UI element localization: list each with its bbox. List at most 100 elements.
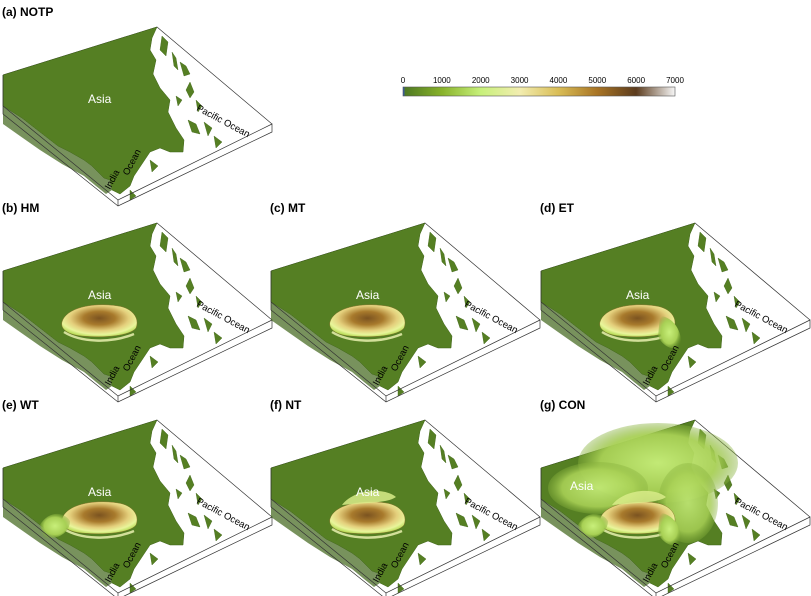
island bbox=[725, 315, 739, 331]
island bbox=[195, 99, 203, 113]
box-front-edge bbox=[270, 468, 541, 596]
island bbox=[471, 317, 481, 333]
island bbox=[213, 331, 223, 345]
island bbox=[175, 291, 183, 303]
island bbox=[397, 582, 405, 594]
map-box-front bbox=[540, 468, 811, 596]
island bbox=[447, 257, 459, 273]
box-front-edge bbox=[2, 468, 273, 596]
map-box-front bbox=[2, 271, 273, 403]
island bbox=[185, 81, 195, 99]
island bbox=[159, 428, 169, 450]
island bbox=[481, 331, 491, 345]
island bbox=[447, 454, 459, 470]
island bbox=[723, 277, 733, 295]
island bbox=[741, 514, 751, 530]
island bbox=[471, 514, 481, 530]
island bbox=[417, 355, 427, 369]
panel-title: (f) NT bbox=[270, 398, 302, 412]
map-box-front bbox=[2, 75, 273, 207]
island bbox=[187, 512, 201, 528]
map-box-front bbox=[540, 271, 811, 403]
plateau-north-extension bbox=[612, 490, 666, 505]
island bbox=[717, 257, 729, 273]
island bbox=[213, 135, 223, 149]
colorbar: 0 1000 2000 3000 4000 5000 6000 7000 bbox=[401, 76, 685, 97]
island bbox=[751, 331, 761, 345]
island bbox=[129, 385, 137, 397]
island bbox=[687, 552, 697, 566]
panel-title: (d) ET bbox=[540, 201, 575, 215]
island bbox=[439, 444, 447, 464]
plateau-slope bbox=[331, 330, 403, 342]
box-front-edge bbox=[540, 271, 811, 403]
island bbox=[185, 474, 195, 492]
colorbar-tick-label: 1000 bbox=[433, 76, 451, 85]
island bbox=[179, 257, 191, 273]
plateau-north-extension bbox=[342, 490, 396, 505]
label-pacific-ocean: Pacific Ocean bbox=[733, 299, 790, 336]
island bbox=[171, 51, 179, 71]
island bbox=[733, 492, 741, 506]
colorbar-tick-label: 7000 bbox=[666, 76, 684, 85]
tibetan-plateau bbox=[61, 501, 138, 534]
tibetan-plateau bbox=[329, 304, 406, 337]
island bbox=[697, 231, 707, 253]
island bbox=[149, 355, 159, 369]
island bbox=[453, 474, 463, 492]
colorbar-tick-label: 5000 bbox=[588, 76, 606, 85]
island bbox=[443, 291, 451, 303]
island bbox=[463, 295, 471, 309]
label-asia: Asia bbox=[570, 479, 594, 493]
island bbox=[463, 492, 471, 506]
island bbox=[149, 552, 159, 566]
plateau-west-extension bbox=[40, 513, 70, 539]
island bbox=[203, 514, 213, 530]
label-pacific-ocean: Pacific Ocean bbox=[195, 299, 252, 336]
island bbox=[187, 119, 201, 135]
island bbox=[175, 95, 183, 107]
island bbox=[455, 512, 469, 528]
island bbox=[733, 295, 741, 309]
island bbox=[751, 528, 761, 542]
panel-title: (b) HM bbox=[2, 201, 39, 215]
box-front-edge bbox=[2, 75, 273, 207]
island bbox=[129, 582, 137, 594]
label-asia: Asia bbox=[88, 288, 112, 302]
island bbox=[195, 295, 203, 309]
colorbar-ticks: 0 1000 2000 3000 4000 5000 6000 7000 bbox=[401, 76, 685, 85]
plateau-slope bbox=[63, 527, 135, 539]
island bbox=[195, 492, 203, 506]
island bbox=[741, 317, 751, 333]
panel-title: (c) MT bbox=[270, 201, 306, 215]
plateau-slope bbox=[63, 330, 135, 342]
colorbar-tick-label: 0 bbox=[401, 76, 406, 85]
plateau-west-extension bbox=[578, 513, 608, 539]
island bbox=[203, 317, 213, 333]
island bbox=[159, 35, 169, 57]
island bbox=[417, 552, 427, 566]
island bbox=[175, 488, 183, 500]
colorbar-bar bbox=[402, 86, 676, 97]
island bbox=[443, 488, 451, 500]
map-box-front bbox=[270, 271, 541, 403]
map-box-front bbox=[2, 468, 273, 596]
island bbox=[185, 277, 195, 295]
island bbox=[667, 582, 675, 594]
island bbox=[453, 277, 463, 295]
island bbox=[439, 247, 447, 267]
label-pacific-ocean: Pacific Ocean bbox=[463, 496, 520, 533]
island bbox=[455, 315, 469, 331]
label-pacific-ocean: Pacific Ocean bbox=[195, 496, 252, 533]
island bbox=[427, 428, 437, 450]
label-asia: Asia bbox=[356, 485, 380, 499]
island bbox=[667, 385, 675, 397]
island bbox=[397, 385, 405, 397]
label-pacific-ocean: Pacific Ocean bbox=[463, 299, 520, 336]
